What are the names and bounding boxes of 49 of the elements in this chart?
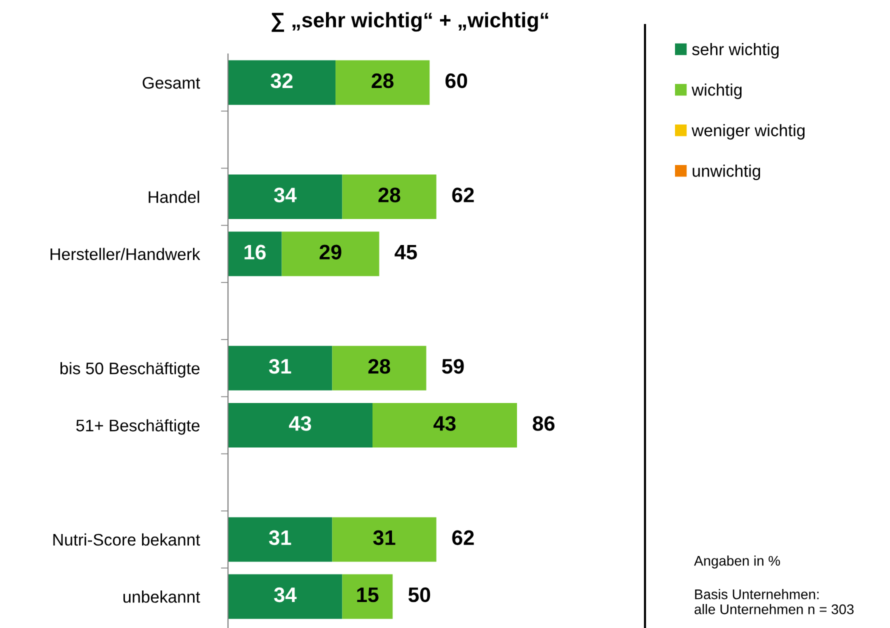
bar <box>228 174 342 220</box>
text: Angaben in % <box>694 556 780 568</box>
y-tick-label: unbekannt <box>123 590 200 603</box>
data-label: 31 <box>268 530 292 546</box>
bar <box>332 346 426 390</box>
bar <box>228 402 372 448</box>
total-label: 45 <box>394 244 417 260</box>
total-label: 50 <box>408 587 430 602</box>
data-label: 15 <box>357 588 378 602</box>
legend-label: weniger wichtig <box>692 124 805 140</box>
bar <box>228 232 282 276</box>
bar <box>336 60 430 105</box>
y-tick-label: Gesamt <box>142 76 200 89</box>
legend-label: sehr wichtig <box>692 43 779 59</box>
y-tick-label: 51+ Beschäftigte <box>76 419 200 435</box>
y-tick-label: bis 50 Beschäftigte <box>60 362 200 378</box>
bar <box>372 402 517 448</box>
data-label: 28 <box>372 73 394 88</box>
legend-label: wichtig <box>692 84 742 100</box>
data-label: 43 <box>288 416 312 431</box>
data-label: 32 <box>270 73 293 88</box>
data-label: 34 <box>274 188 297 202</box>
total-label: 62 <box>452 530 474 546</box>
total-label: 59 <box>442 358 464 374</box>
bar <box>282 232 380 276</box>
data-label: 28 <box>368 358 390 374</box>
y-tick-label: Nutri-Score bekannt <box>53 533 200 546</box>
total-label: 86 <box>532 416 555 431</box>
data-label: 28 <box>378 188 400 202</box>
data-label: 31 <box>373 530 396 546</box>
total-label: 62 <box>452 188 474 202</box>
data-label: 31 <box>268 358 292 374</box>
text: Basis Unternehmen: alle Unternehmen n = 303 <box>694 589 854 614</box>
bar <box>228 517 332 562</box>
chart-title: ∑ „sehr wichtig“ + „wichtig“ <box>272 12 548 32</box>
y-tick-label: Hersteller/Handwerk <box>50 248 200 260</box>
bar <box>342 174 436 220</box>
bar <box>228 346 332 390</box>
data-label: 16 <box>244 244 266 260</box>
data-label: 29 <box>320 244 342 260</box>
y-tick-label: Handel <box>148 190 200 203</box>
bar <box>332 517 436 562</box>
bar <box>342 574 393 619</box>
data-label: 34 <box>274 587 297 602</box>
data-label: 43 <box>433 416 456 431</box>
total-label: 60 <box>446 73 468 88</box>
bar <box>228 60 336 105</box>
legend-label: unwichtig <box>692 164 760 180</box>
bar <box>228 574 342 619</box>
